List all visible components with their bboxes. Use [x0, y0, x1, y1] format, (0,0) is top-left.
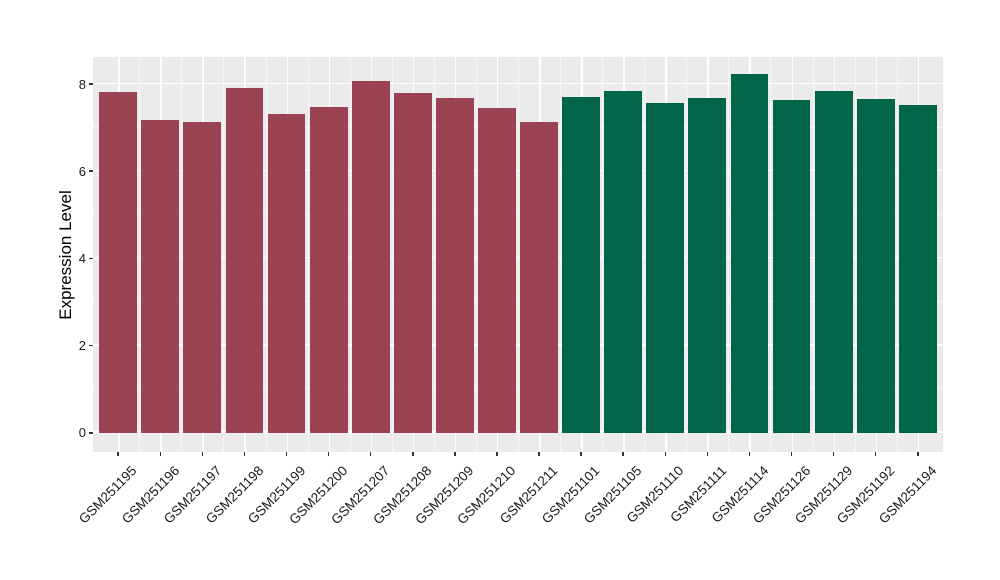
bar-GSM251105 [604, 90, 643, 433]
x-tick [832, 452, 835, 456]
x-tick [748, 452, 751, 456]
bar-GSM251207 [351, 80, 390, 433]
gridline-minor-vertical [602, 57, 604, 452]
bar-GSM251111 [688, 98, 727, 433]
y-tick [89, 257, 93, 260]
gridline-minor-vertical [475, 57, 477, 452]
gridline-minor-vertical [181, 57, 183, 452]
gridline-minor-vertical [812, 57, 814, 452]
bar-GSM251126 [772, 99, 811, 433]
x-tick [874, 452, 877, 456]
gridline-minor-vertical [644, 57, 646, 452]
gridline-minor-vertical [518, 57, 519, 452]
x-tick [369, 452, 372, 456]
bar-GSM251197 [183, 121, 222, 433]
x-tick [454, 452, 456, 456]
bar-GSM251110 [646, 102, 685, 433]
bar-GSM251211 [520, 121, 558, 433]
y-axis-label-0: 0 [78, 425, 86, 441]
y-tick [89, 170, 93, 172]
gridline-minor-vertical [139, 57, 141, 452]
x-tick [243, 452, 246, 456]
bar-GSM251209 [435, 98, 474, 433]
x-tick [201, 452, 204, 456]
x-tick [327, 452, 330, 456]
bar-GSM251208 [393, 93, 432, 433]
x-tick [412, 452, 414, 456]
x-tick [538, 452, 540, 456]
bar-GSM251196 [141, 120, 180, 433]
x-tick [580, 452, 582, 456]
bar-GSM251194 [898, 104, 937, 433]
y-tick [89, 344, 93, 347]
bar-GSM251210 [478, 107, 516, 433]
y-axis-label-6: 6 [78, 163, 86, 179]
y-tick [89, 83, 93, 85]
x-tick [496, 452, 498, 456]
gridline-minor-vertical [349, 57, 351, 452]
x-tick [285, 452, 288, 456]
gridline-minor-vertical [770, 57, 772, 452]
bar-GSM251192 [856, 98, 895, 433]
x-tick [790, 452, 793, 456]
bar-GSM251195 [99, 92, 138, 433]
gridline-minor-vertical [560, 57, 562, 452]
gridline-minor-vertical [307, 57, 309, 452]
x-tick [706, 452, 709, 456]
y-axis-label-8: 8 [78, 76, 86, 92]
x-tick [159, 452, 162, 456]
x-tick [117, 452, 119, 456]
bar-GSM251101 [562, 96, 601, 433]
gridline-minor-vertical [854, 57, 856, 452]
bar-GSM251200 [309, 106, 348, 433]
gridline-minor-vertical [391, 57, 393, 452]
bar-GSM251198 [225, 87, 264, 433]
x-tick [917, 452, 919, 456]
y-tick [89, 432, 93, 434]
gridline-minor-vertical [728, 57, 730, 452]
bar-GSM251129 [814, 90, 853, 433]
gridline-minor-vertical [686, 57, 688, 452]
bar-GSM251199 [267, 114, 306, 433]
gridline-minor-vertical [223, 57, 225, 452]
y-axis-label-4: 4 [78, 250, 86, 266]
y-axis-label-2: 2 [78, 338, 86, 354]
x-tick [664, 452, 667, 456]
gridline-minor-vertical [896, 57, 898, 452]
gridline-minor-vertical [433, 57, 435, 452]
bar-GSM251114 [730, 74, 769, 433]
gridline-minor-vertical [265, 57, 267, 452]
x-tick [622, 452, 624, 456]
plot-panel [93, 57, 943, 452]
